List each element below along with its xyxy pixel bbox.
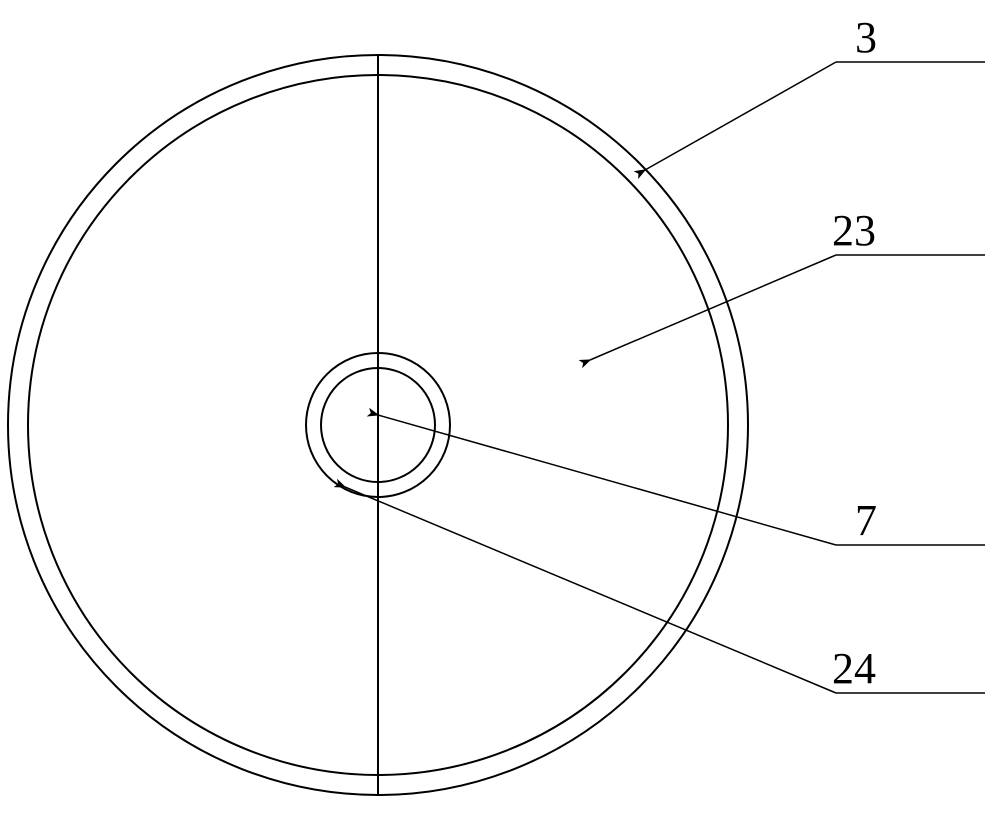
label-24-text: 24 — [832, 644, 876, 693]
leader-23: 23 — [590, 206, 985, 360]
label-23-text: 23 — [832, 206, 876, 255]
leader-24: 24 — [345, 487, 985, 693]
label-7-text: 7 — [855, 496, 877, 545]
leader-3: 3 — [645, 13, 985, 170]
leader-7: 7 — [378, 415, 985, 545]
label-3-text: 3 — [855, 13, 877, 62]
diagram-svg: 3 23 7 24 — [0, 0, 1000, 835]
